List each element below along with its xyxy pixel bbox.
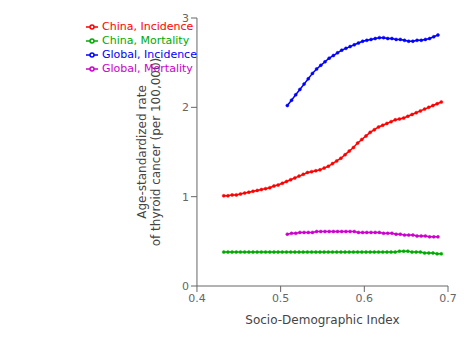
svg-text:Age-standardized rateof thyroi: Age-standardized rateof thyroid cancer (… bbox=[135, 58, 163, 247]
svg-text:0.6: 0.6 bbox=[356, 292, 374, 305]
svg-text:0.4: 0.4 bbox=[188, 292, 206, 305]
svg-text:1: 1 bbox=[182, 191, 189, 204]
svg-text:0: 0 bbox=[182, 280, 189, 293]
svg-text:0.7: 0.7 bbox=[439, 292, 457, 305]
svg-text:Socio-Demographic Index: Socio-Demographic Index bbox=[245, 313, 399, 327]
svg-text:3: 3 bbox=[182, 12, 189, 25]
svg-text:0.5: 0.5 bbox=[272, 292, 290, 305]
svg-text:2: 2 bbox=[182, 101, 189, 114]
